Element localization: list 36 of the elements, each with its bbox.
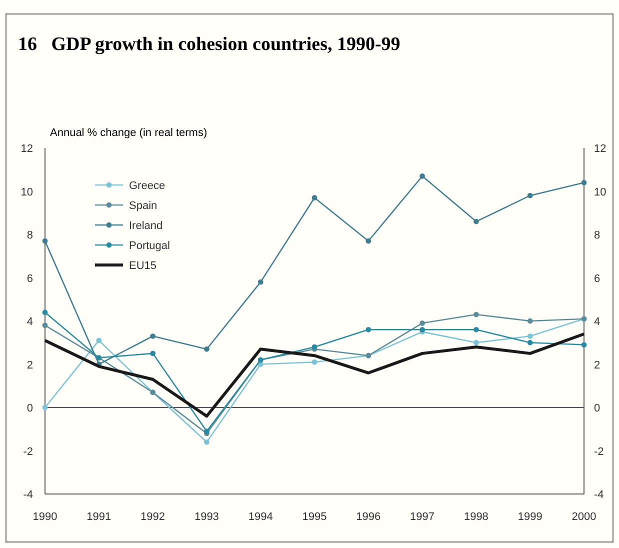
- y2-tick-label: 4: [594, 316, 600, 328]
- x-tick-label: 1996: [356, 511, 381, 523]
- y-tick-label: 2: [26, 359, 33, 372]
- y2-tick-label: -2: [594, 446, 604, 458]
- legend-label: Ireland: [129, 220, 163, 232]
- x-tick-label: 1999: [518, 511, 542, 523]
- y2-tick-label: 8: [594, 230, 600, 242]
- x-tick-label: 1991: [86, 511, 112, 523]
- x-tick-label: 1992: [140, 511, 166, 523]
- x-tick-label: 1994: [248, 511, 273, 523]
- legend-label: Greece: [129, 180, 166, 192]
- legend-label: Spain: [129, 200, 158, 212]
- x-tick-label: 2000: [572, 511, 596, 523]
- y2-tick-label: 10: [594, 186, 606, 198]
- chart-title: 16 GDP growth in cohesion countries, 1990-99: [18, 34, 400, 55]
- y2-tick-label: 0: [594, 402, 600, 414]
- y2-tick-label: 12: [594, 143, 606, 155]
- x-tick-label: 1995: [302, 511, 327, 523]
- y-tick-label: 0: [26, 402, 33, 414]
- y-tick-label: 12: [20, 143, 33, 155]
- y-tick-label: 4: [26, 316, 33, 328]
- y2-tick-label: -4: [594, 489, 604, 501]
- x-tick-label: 1997: [410, 511, 435, 523]
- x-tick-label: 1990: [32, 511, 58, 523]
- y-tick-label: 10: [20, 186, 33, 198]
- y-tick-label: 8: [26, 230, 33, 242]
- x-tick-label: 1998: [464, 511, 488, 523]
- y-tick-label: -2: [23, 446, 33, 458]
- x-tick-label: 1993: [194, 511, 219, 523]
- y-tick-label: 6: [26, 272, 33, 285]
- y-axis-title: Annual % change (in real terms): [50, 127, 208, 139]
- y2-tick-label: 2: [594, 359, 600, 372]
- y-tick-label: -4: [23, 489, 33, 501]
- legend-label: Portugal: [129, 240, 170, 252]
- y2-tick-label: 6: [594, 272, 600, 285]
- legend-label: EU15: [129, 260, 157, 272]
